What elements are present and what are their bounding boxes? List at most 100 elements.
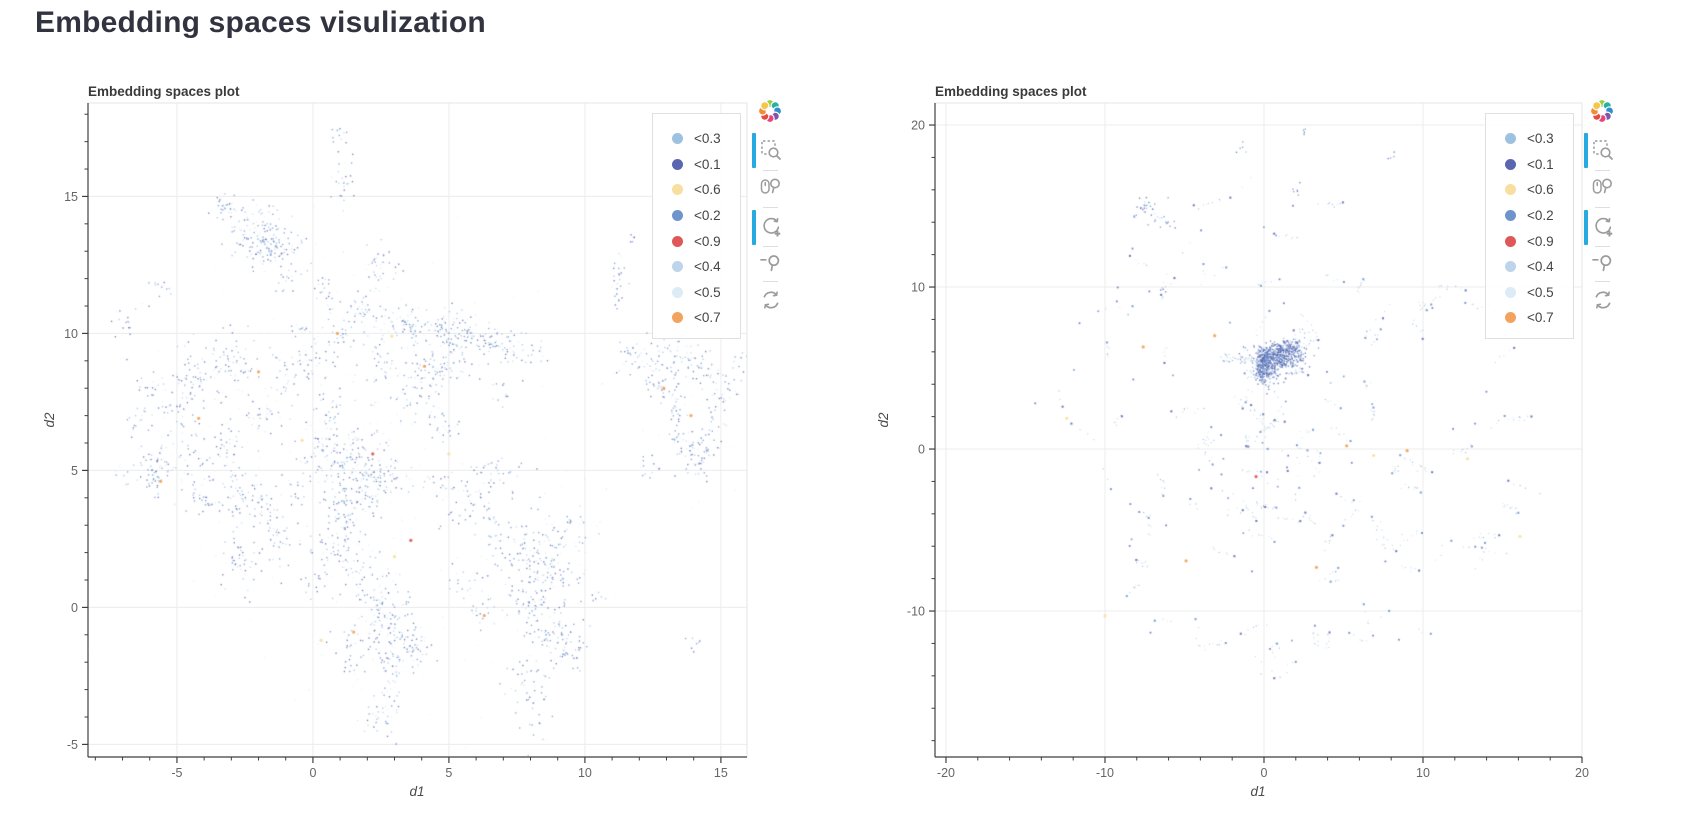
x-tick-label: 10 — [1416, 766, 1430, 780]
legend-label: <0.2 — [1527, 208, 1554, 224]
legend-label: <0.7 — [1527, 310, 1554, 326]
reset-icon[interactable] — [759, 288, 783, 312]
legend-entry: <0.1 — [653, 152, 740, 178]
legend-entry: <0.7 — [1486, 305, 1573, 331]
toolbar-divider — [1595, 281, 1610, 282]
legend-entry: <0.6 — [653, 177, 740, 203]
legend-left: <0.3 <0.1 <0.6 <0.2 <0.9 <0.4 <0.5 <0.7 — [652, 113, 741, 339]
active-tool-indicator — [752, 133, 756, 168]
legend-entry: <0.3 — [1486, 126, 1573, 152]
legend-swatch — [1505, 133, 1516, 145]
plot-title-right: Embedding spaces plot — [935, 84, 1087, 99]
legend-label: <0.4 — [694, 259, 721, 275]
toolbar-divider — [763, 246, 778, 247]
legend-entry: <0.4 — [1486, 254, 1573, 280]
y-tick-label: 0 — [918, 443, 925, 457]
zoom-out-icon[interactable] — [759, 251, 783, 275]
toolbar-right — [1582, 96, 1618, 326]
legend-swatch — [1505, 286, 1516, 298]
box-zoom-icon[interactable] — [1591, 138, 1615, 162]
toolbar-divider — [763, 170, 778, 171]
y-tick-label: 20 — [911, 119, 925, 133]
legend-label: <0.7 — [694, 310, 721, 326]
legend-label: <0.4 — [1527, 259, 1554, 275]
toolbar-divider — [1595, 170, 1610, 171]
x-tick-label: 5 — [445, 766, 452, 780]
toolbar-left — [750, 96, 786, 326]
x-tick-label: 0 — [309, 766, 316, 780]
bokeh-logo-icon[interactable] — [1589, 98, 1615, 124]
scatter-canvas-right[interactable] — [935, 103, 1582, 757]
legend-label: <0.5 — [694, 284, 721, 300]
legend-entry: <0.3 — [653, 126, 740, 152]
legend-swatch — [672, 133, 683, 145]
legend-swatch — [672, 312, 683, 324]
legend-entry: <0.7 — [653, 305, 740, 331]
legend-label: <0.3 — [694, 131, 721, 147]
plot-title-left: Embedding spaces plot — [88, 84, 240, 99]
legend-label: <0.6 — [694, 182, 721, 198]
legend-entry: <0.9 — [653, 228, 740, 254]
box-zoom-icon[interactable] — [759, 138, 783, 162]
legend-entry: <0.4 — [653, 254, 740, 280]
reset-icon[interactable] — [1591, 288, 1615, 312]
y-tick-label: 10 — [911, 281, 925, 295]
legend-label: <0.2 — [694, 208, 721, 224]
toolbar-divider — [763, 281, 778, 282]
legend-entry: <0.2 — [1486, 203, 1573, 229]
zoom-in-icon[interactable] — [1591, 215, 1615, 239]
legend-entry: <0.9 — [1486, 228, 1573, 254]
wheel-zoom-icon[interactable] — [759, 174, 783, 198]
legend-swatch — [1505, 235, 1516, 247]
y-tick-label: 10 — [64, 327, 78, 341]
zoom-in-icon[interactable] — [759, 215, 783, 239]
legend-swatch — [1505, 158, 1516, 170]
active-tool-indicator — [1584, 133, 1588, 168]
active-tool-indicator — [752, 210, 756, 245]
toolbar-divider — [1595, 246, 1610, 247]
legend-right: <0.3 <0.1 <0.6 <0.2 <0.9 <0.4 <0.5 <0.7 — [1485, 113, 1574, 339]
x-tick-label: 0 — [1261, 766, 1268, 780]
legend-label: <0.6 — [1527, 182, 1554, 198]
page-title: Embedding spaces visulization — [35, 6, 486, 39]
legend-swatch — [672, 184, 683, 196]
y-tick-label: 5 — [71, 464, 78, 478]
y-axis-label-right: d2 — [876, 412, 891, 428]
y-axis-label-left: d2 — [42, 412, 57, 428]
legend-entry: <0.5 — [653, 280, 740, 306]
legend-swatch — [672, 158, 683, 170]
bokeh-logo-icon[interactable] — [757, 98, 783, 124]
legend-label: <0.3 — [1527, 131, 1554, 147]
legend-entry: <0.5 — [1486, 280, 1573, 306]
legend-entry: <0.2 — [653, 203, 740, 229]
toolbar-divider — [1595, 207, 1610, 208]
legend-label: <0.5 — [1527, 284, 1554, 300]
scatter-canvas-left[interactable] — [88, 103, 747, 757]
x-tick-label: 10 — [578, 766, 592, 780]
y-tick-label: 15 — [64, 190, 78, 204]
legend-label: <0.1 — [694, 156, 721, 172]
legend-swatch — [1505, 184, 1516, 196]
legend-swatch — [1505, 261, 1516, 273]
x-tick-label: 15 — [714, 766, 728, 780]
x-axis-label-left: d1 — [409, 784, 425, 799]
legend-entry: <0.1 — [1486, 152, 1573, 178]
zoom-out-icon[interactable] — [1591, 251, 1615, 275]
x-axis-label-right: d1 — [1250, 784, 1266, 799]
legend-label: <0.9 — [694, 233, 721, 249]
legend-swatch — [1505, 210, 1516, 222]
active-tool-indicator — [1584, 210, 1588, 245]
legend-swatch — [672, 261, 683, 273]
legend-swatch — [672, 235, 683, 247]
legend-label: <0.1 — [1527, 156, 1554, 172]
legend-entry: <0.6 — [1486, 177, 1573, 203]
legend-swatch — [672, 286, 683, 298]
wheel-zoom-icon[interactable] — [1591, 174, 1615, 198]
x-tick-label: -20 — [937, 766, 955, 780]
x-tick-label: -10 — [1096, 766, 1114, 780]
y-tick-label: -5 — [67, 738, 78, 752]
x-tick-label: 20 — [1575, 766, 1589, 780]
legend-swatch — [1505, 312, 1516, 324]
y-tick-label: -10 — [907, 605, 925, 619]
